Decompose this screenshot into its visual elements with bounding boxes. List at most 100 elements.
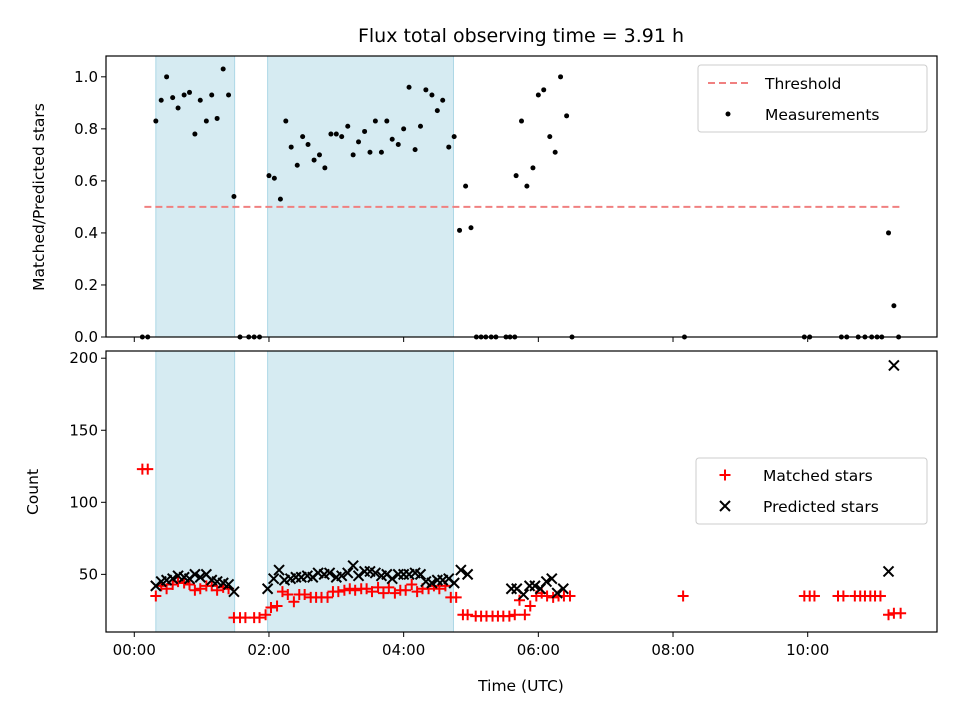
predicted-star-point	[222, 578, 235, 591]
matched-star-point	[282, 589, 294, 601]
measurement-point	[564, 113, 570, 119]
x-tick-label: 08:00	[651, 641, 694, 659]
predicted-star-point	[347, 560, 359, 572]
matched-star-point	[366, 586, 378, 598]
measurement-point	[530, 165, 536, 171]
measurement-point	[547, 134, 553, 140]
top-legend: Threshold Measurements	[697, 64, 928, 133]
x-tick-label: 04:00	[382, 641, 425, 659]
measurement-point	[362, 128, 368, 134]
matched-star-point	[184, 578, 196, 590]
measurement-point	[175, 105, 181, 111]
top-shaded-interval-0	[155, 55, 236, 338]
measurement-point	[395, 141, 401, 147]
legend-threshold-label: Threshold	[764, 75, 841, 93]
measurement-point	[164, 74, 170, 80]
matched-star-point	[837, 590, 849, 602]
measurement-point	[446, 144, 452, 150]
measurement-point	[300, 134, 306, 140]
measurement-point	[322, 165, 328, 171]
matched-star-point	[299, 589, 311, 601]
legend-measurements-label: Measurements	[765, 106, 880, 124]
matched-star-point	[344, 583, 356, 595]
predicted-star-point	[557, 583, 569, 595]
measurement-point	[283, 118, 289, 124]
measurement-point	[197, 97, 203, 103]
measurement-point	[356, 139, 362, 145]
matched-star-point	[372, 581, 384, 593]
count-plot: 50 100 150 200 00:00 02:00 04:00 06:00 08:00 10:0…	[69, 349, 938, 659]
measurement-point	[524, 183, 530, 189]
measurement-point	[457, 227, 463, 233]
measurement-point	[468, 225, 474, 231]
measurement-point	[277, 196, 283, 202]
predicted-star-point	[426, 577, 438, 589]
matched-star-point	[895, 607, 907, 619]
predicted-star-point	[448, 577, 460, 589]
matched-star-point	[383, 581, 395, 593]
measurement-point	[519, 118, 524, 124]
predicted-star-point	[540, 575, 553, 588]
top-y-tick-label: 0.6	[74, 172, 98, 190]
matched-star-point	[564, 590, 576, 602]
matched-star-point	[400, 584, 412, 596]
matched-star-point	[338, 584, 350, 596]
matched-star-point	[377, 587, 389, 599]
matched-star-point	[406, 578, 418, 590]
ratio-plot: 0.0 0.2 0.4 0.6 0.8 1.0	[74, 55, 938, 346]
bottom-legend-box	[695, 457, 928, 525]
matched-star-point	[462, 609, 474, 621]
measurement-point	[214, 115, 220, 121]
top-y-tick-label: 0.2	[74, 276, 98, 294]
measurement-point	[316, 152, 322, 158]
top-y-axis-label: Matched/Predicted stars	[30, 103, 48, 291]
matched-star-point	[524, 600, 536, 612]
matched-star-point	[211, 584, 223, 596]
measurement-point	[294, 162, 300, 168]
measurement-point	[558, 74, 564, 80]
matched-star-point	[288, 596, 300, 608]
top-y-tick-label: 1.0	[74, 68, 98, 86]
predicted-star-point	[166, 572, 179, 585]
measurement-point	[226, 92, 232, 98]
x-tick-label: 10:00	[786, 641, 829, 659]
predicted-star-point	[517, 588, 530, 601]
matched-star-point	[541, 590, 553, 602]
measurement-point	[384, 118, 390, 124]
bottom-y-tick-label: 50	[79, 565, 98, 583]
measurement-point	[271, 175, 277, 181]
predicted-star-point	[352, 570, 365, 582]
measurement-point	[328, 131, 334, 137]
top-axes-frame	[105, 55, 938, 338]
measurement-point	[451, 134, 457, 140]
matched-star-point	[509, 609, 521, 621]
measurement-point	[170, 95, 176, 101]
predicted-star-point	[323, 567, 336, 579]
matched-star-point	[254, 612, 266, 624]
matched-star-point	[194, 583, 206, 595]
measurement-point	[434, 108, 440, 114]
legend-matched-label: Matched stars	[763, 467, 873, 485]
predicted-star-point	[461, 568, 474, 581]
matched-star-point	[189, 584, 201, 596]
predicted-star-point	[546, 572, 558, 585]
measurement-point	[231, 194, 237, 199]
matched-star-point	[260, 609, 272, 621]
measurement-point	[187, 89, 193, 95]
top-y-tick-label: 0.0	[74, 328, 98, 346]
matched-star-point	[874, 590, 886, 602]
predicted-star-point	[455, 564, 467, 576]
measurement-point	[389, 136, 395, 142]
measurement-point	[552, 149, 558, 155]
measurement-point	[209, 92, 215, 98]
predicted-star-point	[267, 572, 280, 585]
measurement-point	[203, 118, 209, 124]
top-y-tick-label: 0.4	[74, 224, 98, 242]
bottom-legend: Matched stars Predicted stars	[695, 457, 928, 525]
predicted-star-point	[882, 565, 895, 578]
x-tick-label: 02:00	[247, 641, 290, 659]
matched-star-point	[808, 590, 820, 602]
predicted-star-point	[194, 571, 206, 583]
x-tick-label: 06:00	[517, 641, 560, 659]
matched-star-point	[519, 609, 531, 621]
